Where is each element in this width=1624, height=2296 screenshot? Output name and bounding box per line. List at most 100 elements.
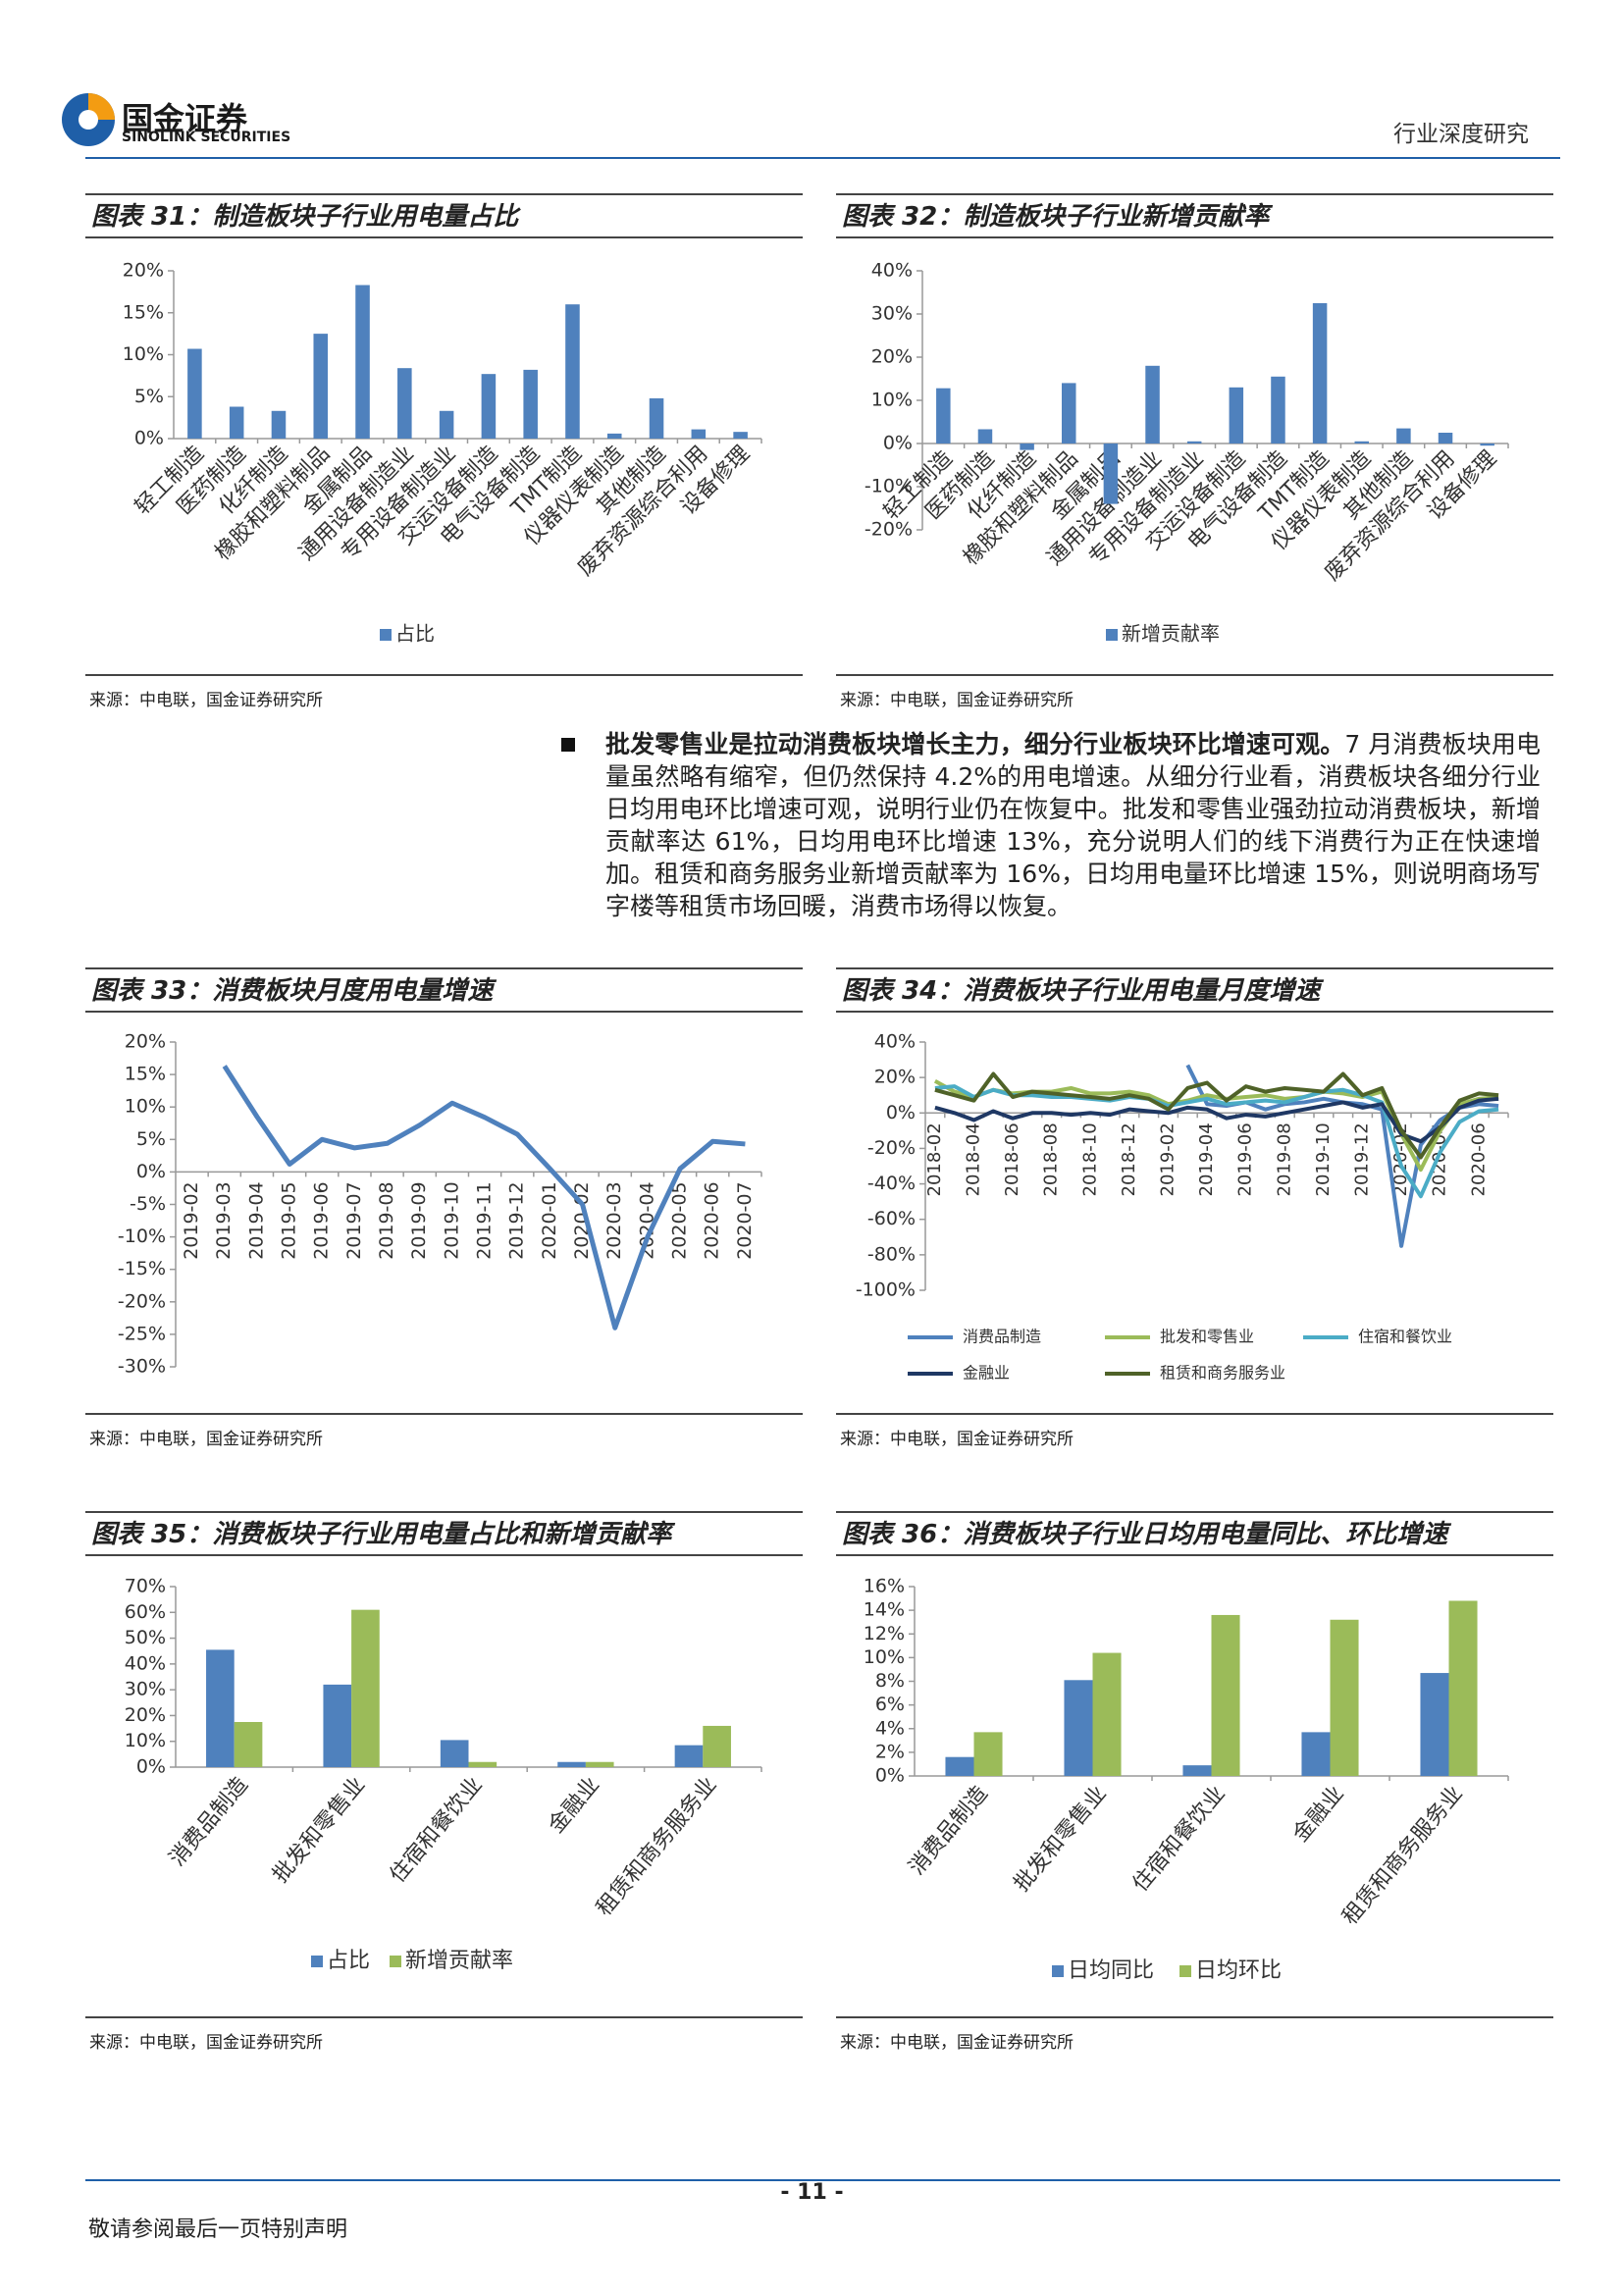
chart: 0% 10% 20% 30% 40% 50% 60% 70% 消费品制造 批发和零售业 住宿和餐饮业… xyxy=(125,1576,762,1973)
report-type: 行业深度研究 xyxy=(1393,122,1529,147)
paragraph: 批发零售业是拉动消费板块增长主力，细分行业板块环比增速可观。7 月消费板块用电量… xyxy=(605,728,1541,922)
x-tick-label: 2018-04 xyxy=(964,1122,984,1196)
y-tick-label: 12% xyxy=(864,1623,905,1644)
page-number: - 11 - xyxy=(780,2180,844,2205)
legend-swatch xyxy=(390,1956,401,1967)
bar xyxy=(1182,1765,1212,1776)
source: 来源：中电联，国金证券研究所 xyxy=(836,2016,1553,2053)
x-tick-label: 2019-06 xyxy=(311,1181,333,1259)
x-tick-label: 住宿和餐饮业 xyxy=(386,1773,488,1888)
source: 来源：中电联，国金证券研究所 xyxy=(85,2016,803,2053)
bar xyxy=(565,304,580,439)
y-tick-label: 50% xyxy=(125,1627,166,1648)
bar xyxy=(397,368,412,439)
bar xyxy=(351,1609,380,1767)
legend-label: 消费品制造 xyxy=(963,1328,1041,1346)
bar xyxy=(1211,1614,1240,1776)
x-tick-label: 2019-04 xyxy=(1196,1122,1217,1196)
bullet xyxy=(561,738,575,752)
bar xyxy=(523,369,538,439)
bar xyxy=(440,1740,469,1767)
y-tick-label: -30% xyxy=(118,1356,166,1378)
bar xyxy=(1330,1619,1359,1776)
line xyxy=(934,1084,1499,1199)
y-tick-label: 0% xyxy=(136,1161,166,1182)
y-tick-label: 5% xyxy=(134,386,164,407)
source: 来源：中电联，国金证券研究所 xyxy=(85,674,803,710)
y-tick-label: -5% xyxy=(130,1193,166,1215)
bar xyxy=(649,397,664,439)
x-tick-label: 2019-09 xyxy=(408,1181,430,1259)
x-tick-label: 2020-06 xyxy=(1468,1122,1489,1196)
x-tick-label: 2018-10 xyxy=(1079,1122,1100,1196)
y-tick-label: -20% xyxy=(864,519,913,541)
bar xyxy=(1020,444,1034,450)
header-rule xyxy=(85,157,1560,159)
chart-title: 图表 34：消费板块子行业用电量月度增速 xyxy=(836,967,1553,1013)
chart-title: 图表 32：制造板块子行业新增贡献率 xyxy=(836,193,1553,238)
legend-label: 日均环比 xyxy=(1195,1958,1282,1983)
legend-label: 租赁和商务服务业 xyxy=(1160,1364,1285,1383)
legend-label: 金融业 xyxy=(963,1364,1010,1383)
bar xyxy=(674,1745,704,1767)
line xyxy=(934,1071,1499,1160)
y-tick-label: 20% xyxy=(125,1704,166,1726)
logo xyxy=(62,93,115,146)
y-tick-label: -40% xyxy=(867,1173,916,1194)
source: 来源：中电联，国金证券研究所 xyxy=(836,674,1553,710)
y-tick-label: 10% xyxy=(123,343,164,365)
bar xyxy=(1301,1732,1331,1776)
chart-title: 图表 36：消费板块子行业日均用电量同比、环比增速 xyxy=(836,1511,1553,1556)
bar xyxy=(234,1722,263,1767)
legend-label: 新增贡献率 xyxy=(405,1949,513,1973)
x-tick-label: 2019-11 xyxy=(474,1181,496,1259)
x-tick-label: 金融业 xyxy=(1288,1782,1349,1848)
bar xyxy=(606,433,622,439)
bar xyxy=(1480,444,1494,446)
y-tick-label: -20% xyxy=(867,1137,916,1159)
x-tick-label: 2020-04 xyxy=(636,1181,657,1259)
x-tick-label: 2019-04 xyxy=(245,1181,267,1259)
bar xyxy=(936,388,951,444)
x-tick-label: 2019-05 xyxy=(279,1181,300,1259)
y-tick-label: 70% xyxy=(125,1576,166,1597)
x-tick-label: 2020-01 xyxy=(539,1181,560,1259)
y-tick-label: 0% xyxy=(134,428,164,449)
y-tick-label: -60% xyxy=(867,1208,916,1229)
legend-label: 日均同比 xyxy=(1068,1958,1154,1983)
y-tick-label: -10% xyxy=(864,476,913,497)
x-tick-label: 2018-02 xyxy=(924,1122,945,1196)
chart: 0% 2%4%6%8%10%12%14%16% 消费品制造 批发和零售业 住宿和餐饮业金… xyxy=(864,1576,1509,1983)
footer-rule xyxy=(85,2179,1560,2181)
line xyxy=(222,1065,746,1331)
legend-label: 批发和零售业 xyxy=(1160,1328,1254,1346)
chart: -20%-10%0%10%20%30%40%轻工制造医药制造化纤制造橡胶和塑料制… xyxy=(864,260,1509,646)
x-tick-label: 租赁和商务服务业 xyxy=(1337,1782,1467,1930)
x-tick-label: 2020-03 xyxy=(603,1181,625,1259)
bar xyxy=(1145,365,1160,444)
bar xyxy=(1438,433,1453,444)
y-tick-label: 20% xyxy=(871,346,913,368)
legend-swatch xyxy=(1052,1965,1064,1977)
x-tick-label: 消费品制造 xyxy=(905,1782,993,1880)
y-tick-label: 8% xyxy=(875,1670,905,1692)
bar xyxy=(1092,1652,1122,1776)
legend-label: 占比 xyxy=(395,622,435,646)
x-tick-label: 2020-06 xyxy=(702,1181,723,1259)
bar xyxy=(1271,376,1285,444)
bar xyxy=(733,432,748,439)
x-tick-label: 2019-06 xyxy=(1235,1122,1256,1196)
x-tick-label: 2019-02 xyxy=(1158,1122,1179,1196)
y-tick-label: 60% xyxy=(125,1601,166,1623)
y-tick-label: 6% xyxy=(875,1694,905,1715)
x-tick-label: 2019-07 xyxy=(343,1181,365,1259)
x-tick-label: 2019-10 xyxy=(1313,1122,1334,1196)
source: 来源：中电联，国金证券研究所 xyxy=(836,1413,1553,1449)
legend-swatch xyxy=(380,629,392,641)
bar xyxy=(973,1732,1003,1776)
y-tick-label: 16% xyxy=(864,1576,905,1597)
brand: 国金证券 xyxy=(122,100,248,137)
x-tick-label: 2019-03 xyxy=(213,1181,235,1259)
bar xyxy=(481,374,497,439)
